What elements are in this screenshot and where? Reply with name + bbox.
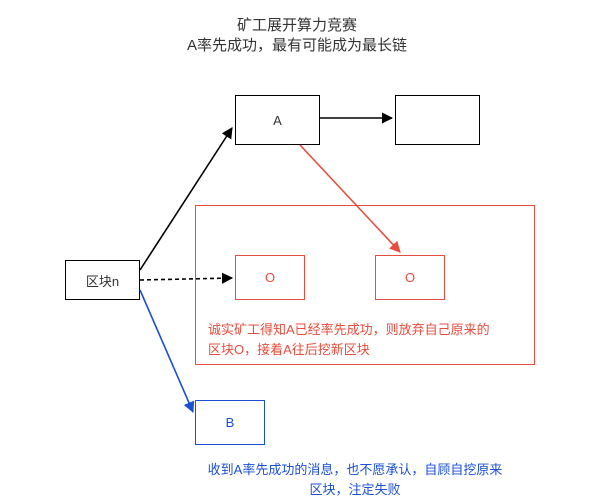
- blue-caption-line2: 区块，注定失败: [155, 480, 555, 500]
- block-o1-label: O: [265, 270, 275, 285]
- red-caption-line1: 诚实矿工得知A已经率先成功，则放弃自己原来的: [208, 320, 528, 340]
- arrow-n-to-b: [140, 290, 193, 412]
- title-line-1: 矿工展开算力竞赛: [0, 14, 594, 35]
- block-a-label: A: [273, 113, 282, 128]
- red-caption: 诚实矿工得知A已经率先成功，则放弃自己原来的 区块O，接着A往后挖新区块: [208, 320, 528, 359]
- block-o2-label: O: [405, 270, 415, 285]
- title-line-2: A率先成功，最有可能成为最长链: [0, 34, 594, 55]
- block-o2: O: [375, 255, 445, 300]
- block-b-label: B: [226, 415, 235, 430]
- block-o1: O: [235, 255, 305, 300]
- red-caption-line2: 区块O，接着A往后挖新区块: [208, 340, 528, 360]
- blue-caption: 收到A率先成功的消息，也不愿承认，自顾自挖原来 区块，注定失败: [155, 460, 555, 499]
- block-a-next: [395, 95, 480, 145]
- blue-caption-line1: 收到A率先成功的消息，也不愿承认，自顾自挖原来: [155, 460, 555, 480]
- block-b: B: [195, 400, 265, 445]
- block-a: A: [235, 95, 320, 145]
- block-n-label: 区块n: [86, 271, 119, 290]
- block-n: 区块n: [65, 260, 140, 300]
